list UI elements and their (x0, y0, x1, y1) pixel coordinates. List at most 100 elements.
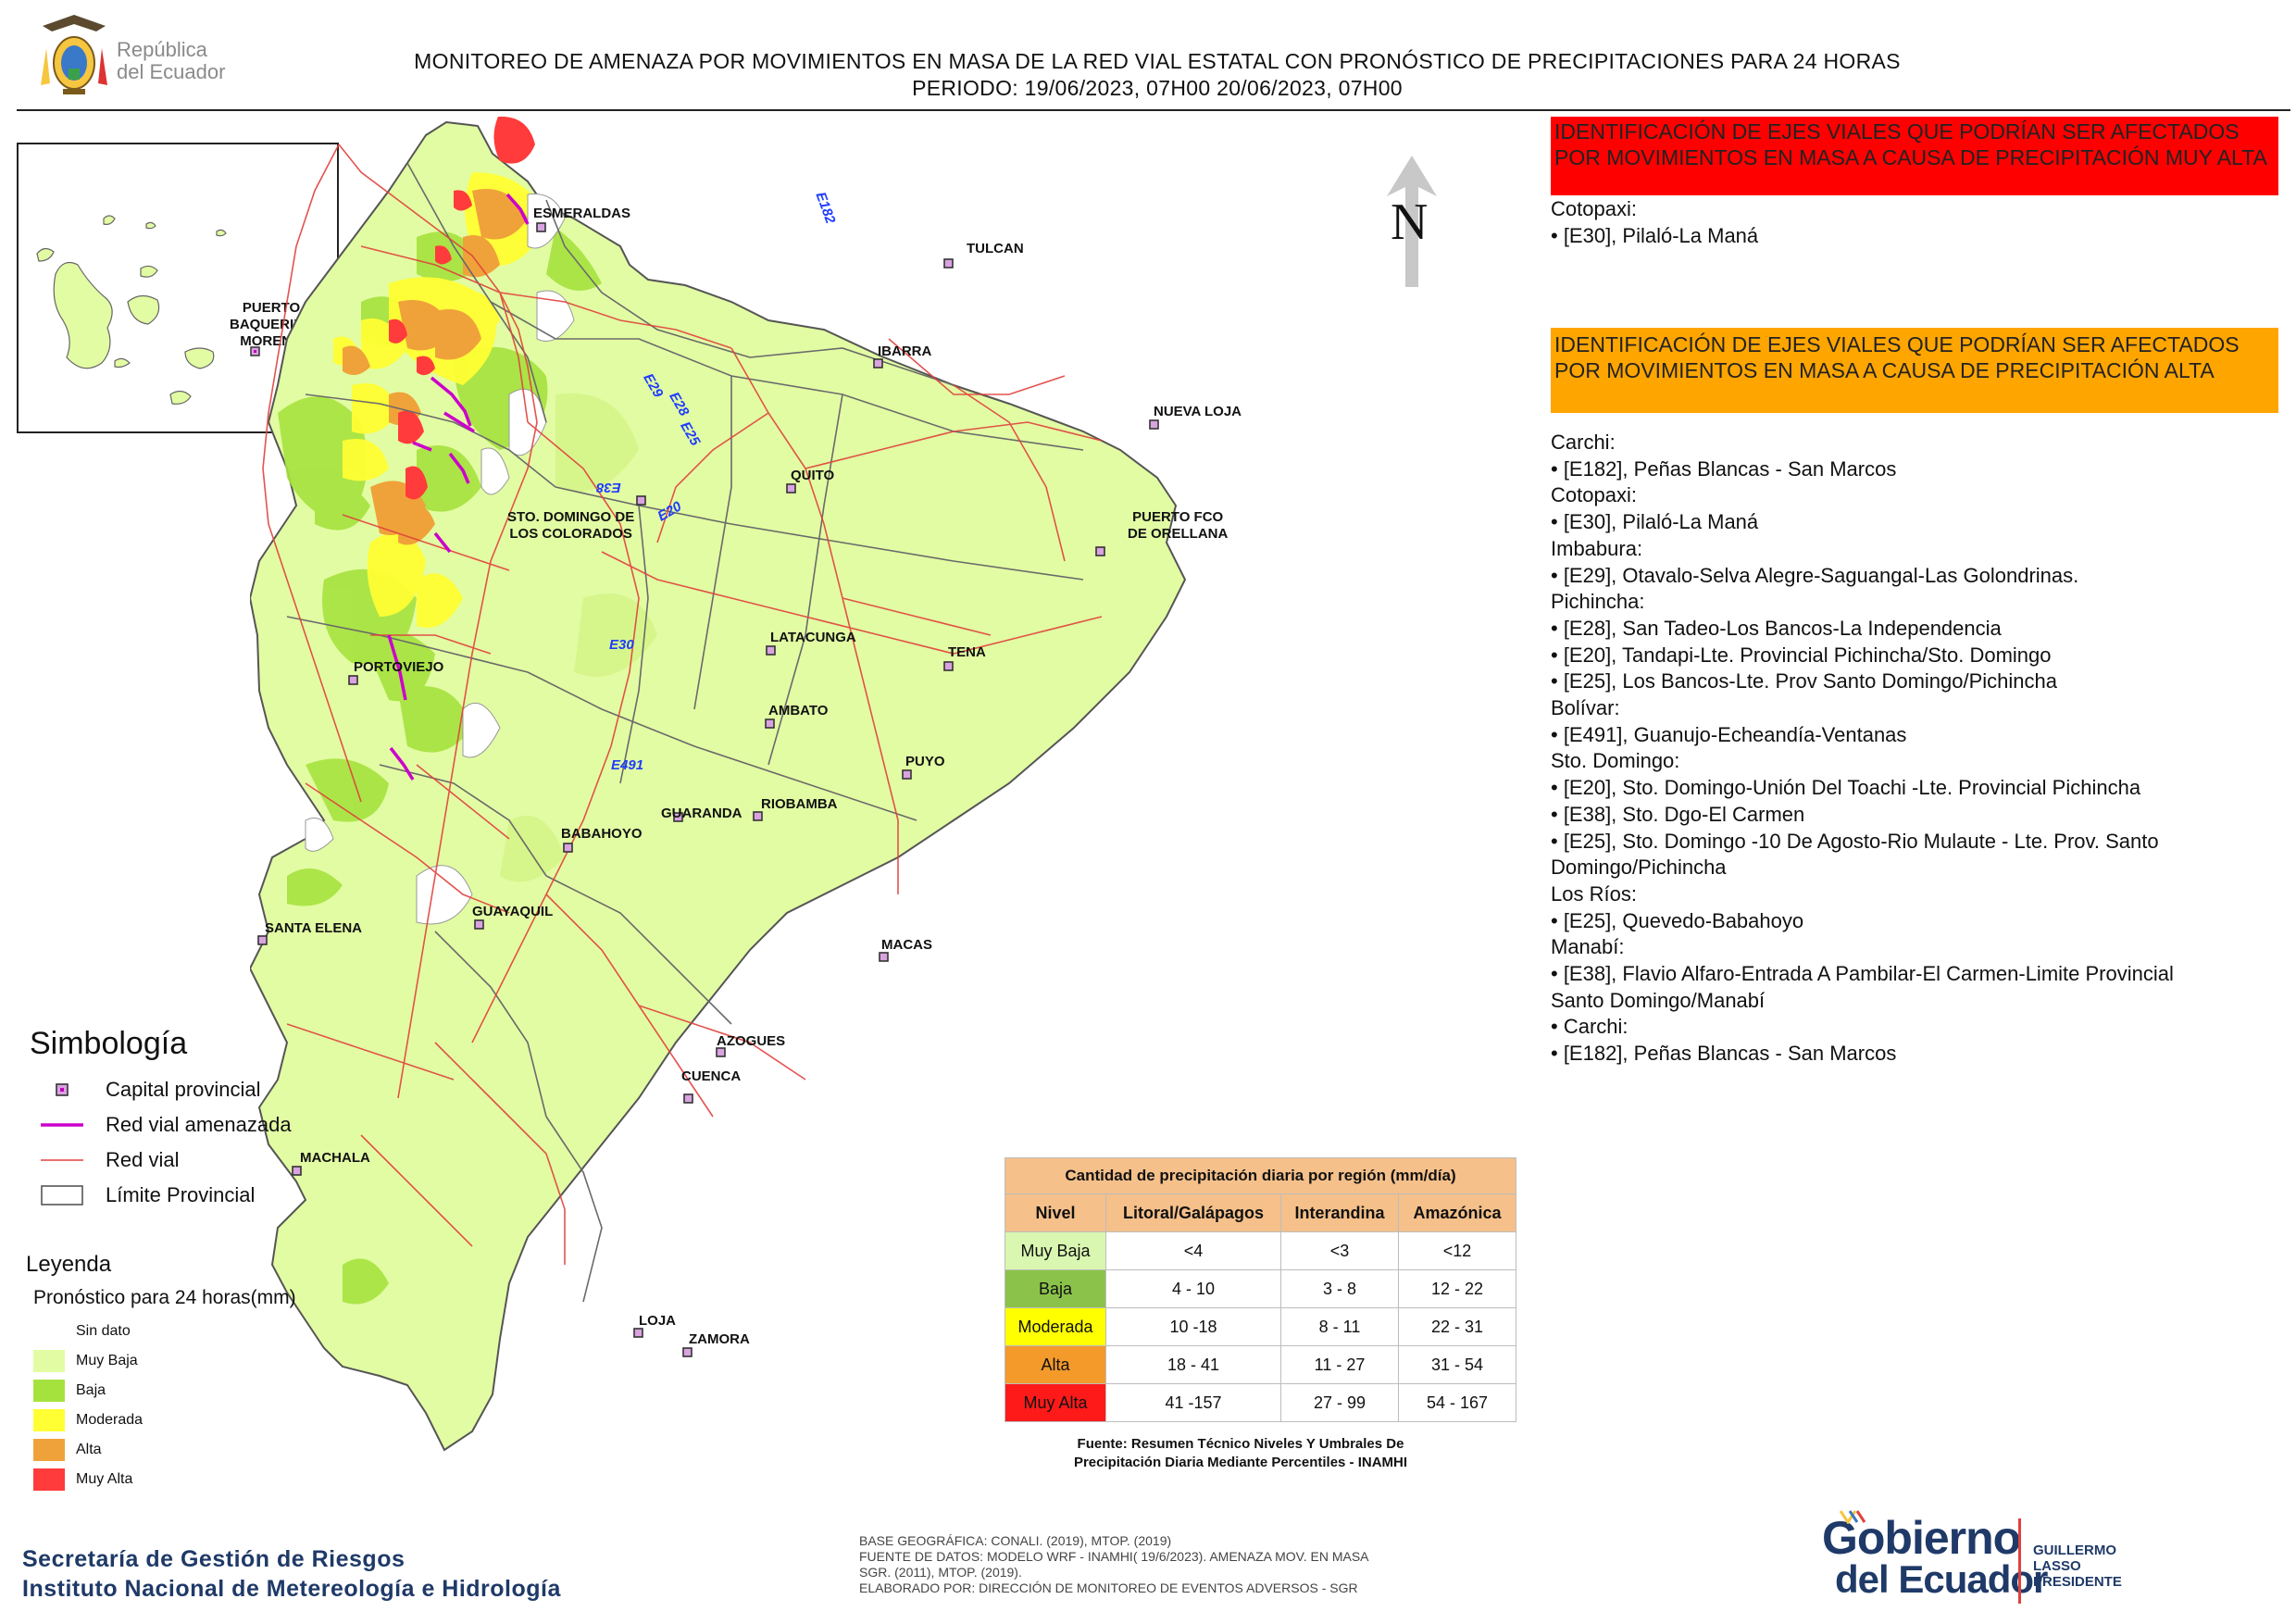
capital-markers (257, 222, 1159, 1357)
city-tulcan: TULCAN (967, 241, 1024, 256)
city-sto-domingo: STO. DOMINGO DE LOS COLORADOS (507, 509, 635, 542)
legend-label: Muy Baja (76, 1353, 138, 1368)
president-label: GUILLERMO LASSO PRESIDENTE (2033, 1543, 2122, 1590)
city-cuenca: CUENCA (681, 1068, 742, 1084)
coat-of-arms-icon (41, 15, 107, 94)
page-title: MONITOREO DE AMENAZA POR MOVIMIENTOS EN … (278, 48, 2037, 102)
value-cell: 3 - 8 (1280, 1269, 1399, 1308)
city-guayaquil: GUAYAQUIL (472, 904, 554, 919)
city-azogues: AZOGUES (717, 1033, 786, 1049)
legend-swatch (33, 1380, 65, 1402)
city-loja: LOJA (639, 1313, 677, 1329)
value-cell: <12 (1398, 1231, 1516, 1270)
ecuador-map: ESMERALDAS TULCAN IBARRA NUEVA LOJA QUIT… (248, 116, 1546, 1487)
list-item: • [E30], Pilaló-La Maná (1551, 510, 1759, 534)
north-arrow-icon (1387, 156, 1437, 287)
value-cell: 54 - 167 (1398, 1383, 1516, 1422)
very-high-list: Cotopaxi: • [E30], Pilaló-La Maná (1551, 196, 2278, 249)
legend-swatch (33, 1320, 65, 1343)
galapagos-islands (36, 215, 260, 405)
city-macas: MACAS (881, 937, 932, 953)
value-cell: 41 -157 (1105, 1383, 1281, 1422)
symbology-item-capital: Capital provincial (41, 1076, 261, 1104)
value-cell: <3 (1280, 1231, 1399, 1270)
north-arrow: N (1379, 156, 1444, 294)
list-item: • [E30], Pilaló-La Maná (1551, 223, 1759, 247)
precipitation-table: Cantidad de precipitación diaria por reg… (1004, 1157, 1516, 1422)
footer-sources: BASE GEOGRÁFICA: CONALI. (2019), MTOP. (… (859, 1533, 1369, 1595)
road-label-e38: E38 (596, 480, 621, 495)
list-item: • [E29], Otavalo-Selva Alegre-Saguangal-… (1551, 563, 2079, 587)
level-cell: Moderada (1004, 1307, 1106, 1346)
symbology-item-threatened-road: Red vial amenazada (41, 1111, 292, 1139)
footer-organizations: Secretaría de Gestión de Riesgos Institu… (22, 1544, 561, 1604)
list-item: Cotopaxi: (1551, 483, 1637, 507)
list-item: • [E38], Sto. Dgo-El Carmen (1551, 802, 1805, 826)
list-item: • [E38], Flavio Alfaro-Entrada A Pambila… (1551, 962, 2174, 986)
legend-title: Leyenda (26, 1252, 112, 1277)
city-zamora: ZAMORA (689, 1331, 750, 1347)
list-item: • [E20], Tandapi-Lte. Provincial Pichinc… (1551, 643, 2052, 667)
flag-accent-icon (1839, 1510, 1866, 1524)
legend-swatch (33, 1439, 65, 1461)
legend-subtitle: Pronóstico para 24 horas(mm) (33, 1287, 296, 1308)
value-cell: 10 -18 (1105, 1307, 1281, 1346)
header-divider (17, 109, 2290, 111)
province-limit-icon (41, 1185, 83, 1206)
symbology-title: Simbología (30, 1026, 188, 1061)
value-cell: 8 - 11 (1280, 1307, 1399, 1346)
brand-line-1: República (117, 38, 207, 61)
republica-ecuador-logo: República del Ecuador (35, 11, 248, 100)
list-item: • Carchi: (1551, 1015, 1628, 1039)
road-icon (41, 1150, 83, 1170)
list-item: Bolívar: (1551, 696, 1620, 720)
legend-swatch (33, 1350, 65, 1372)
org-inamhi: Instituto Nacional de Metereología e Hid… (22, 1576, 561, 1602)
level-cell: Alta (1004, 1345, 1106, 1384)
value-cell: 11 - 27 (1280, 1345, 1399, 1384)
city-portoviejo: PORTOVIEJO (354, 659, 444, 675)
list-item: • [E25], Los Bancos-Lte. Prov Santo Domi… (1551, 669, 2058, 693)
list-item: • [E20], Sto. Domingo-Unión Del Toachi -… (1551, 776, 2141, 800)
table-row: Muy Baja <4 <3 <12 (1004, 1231, 1516, 1270)
title-line-2: PERIODO: 19/06/2023, 07H00 20/06/2023, 0… (912, 76, 1403, 100)
list-item: • [E182], Peñas Blancas - San Marcos (1551, 1042, 1897, 1066)
table-header: Interandina (1280, 1193, 1399, 1232)
list-item: • [E491], Guanujo-Echeandía-Ventanas (1551, 722, 1907, 746)
city-babahoyo: BABAHOYO (561, 826, 643, 842)
symbology-item-road: Red vial (41, 1146, 179, 1174)
brand-line-2: del Ecuador (117, 60, 226, 83)
high-banner: IDENTIFICACIÓN DE EJES VIALES QUE PODRÍA… (1551, 328, 2278, 413)
city-guaranda: GUARANDA (661, 806, 742, 821)
level-cell: Muy Baja (1004, 1231, 1106, 1270)
city-puyo: PUYO (905, 754, 945, 769)
legend-item: Sin dato (33, 1318, 131, 1344)
road-label-e491: E491 (611, 757, 644, 773)
legend-item: Moderada (33, 1407, 143, 1433)
table-row: Moderada 10 -18 8 - 11 22 - 31 (1004, 1307, 1516, 1346)
value-cell: <4 (1105, 1231, 1281, 1270)
legend-label: Alta (76, 1442, 102, 1457)
value-cell: 22 - 31 (1398, 1307, 1516, 1346)
city-ambato: AMBATO (768, 703, 829, 718)
gob-line-2: del Ecuador (1835, 1557, 2048, 1601)
table-caption: Cantidad de precipitación diaria por reg… (1004, 1157, 1516, 1194)
city-machala: MACHALA (300, 1150, 370, 1166)
table-header: Nivel (1004, 1193, 1106, 1232)
level-cell: Muy Alta (1004, 1383, 1106, 1422)
legend-label: Baja (76, 1382, 106, 1398)
legend-label: Moderada (76, 1412, 144, 1428)
city-esmeraldas: ESMERALDAS (533, 206, 631, 221)
table-row: Baja 4 - 10 3 - 8 12 - 22 (1004, 1269, 1516, 1308)
north-label: N (1391, 194, 1429, 251)
list-item: • [E25], Quevedo-Babahoyo (1551, 908, 1804, 932)
legend-swatch (33, 1409, 65, 1431)
city-latacunga: LATACUNGA (770, 630, 856, 645)
legend-item: Muy Alta (33, 1467, 132, 1493)
list-item: • [E28], San Tadeo-Los Bancos-La Indepen… (1551, 616, 2002, 640)
list-item: Carchi: (1551, 431, 1616, 454)
map-canvas (248, 116, 1187, 1452)
city-tena: TENA (948, 644, 986, 660)
city-riobamba: RIOBAMBA (761, 796, 838, 812)
city-puerto-fco-orellana: PUERTO FCO DE ORELLANA (1128, 509, 1229, 542)
